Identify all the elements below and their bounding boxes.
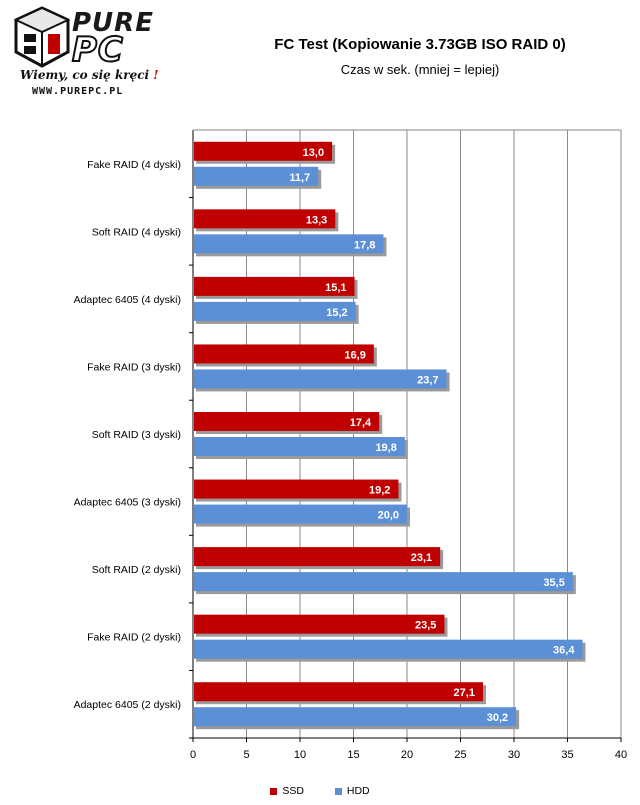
chart-legend: SSD HDD — [0, 785, 640, 798]
category-label: Soft RAID (2 dyski) — [92, 564, 181, 576]
category-label: Fake RAID (2 dyski) — [87, 632, 181, 644]
cube-logo-icon — [14, 6, 70, 68]
category-label: Adaptec 6405 (3 dyski) — [74, 497, 181, 509]
bar-hdd — [194, 301, 356, 321]
logo-slogan: Wiemy, co się kręci ! — [20, 68, 159, 82]
value-label-hdd: 17,8 — [354, 239, 375, 251]
value-label-ssd: 16,9 — [344, 349, 365, 361]
value-label-hdd: 36,4 — [553, 645, 575, 657]
bar-ssd — [194, 141, 333, 161]
logo-url: WWW.PUREPC.PL — [32, 86, 124, 97]
logo-word-pure: PURE — [72, 8, 154, 38]
value-label-hdd: 20,0 — [378, 510, 399, 522]
value-label-ssd: 15,1 — [325, 282, 346, 294]
x-tick-label: 10 — [294, 749, 306, 761]
x-tick-label: 25 — [454, 749, 466, 761]
legend-label-ssd: SSD — [282, 785, 304, 797]
value-label-ssd: 13,0 — [303, 147, 324, 159]
bar-chart: 0 5 10 15 20 25 30 35 40 Fake RAID (4 dyski) 13,0 1… — [74, 129, 627, 761]
legend-item-hdd: HDD — [334, 785, 370, 797]
x-tick-label: 35 — [561, 749, 573, 761]
category-label: Fake RAID (3 dyski) — [87, 361, 181, 373]
category-label: Soft RAID (3 dyski) — [92, 429, 181, 441]
bar-ssd — [194, 344, 374, 364]
x-tick-label: 0 — [190, 749, 196, 761]
logo-slogan-text: Wiemy, co się kręci — [20, 68, 150, 82]
category-label: Adaptec 6405 (2 dyski) — [74, 699, 181, 711]
x-tick-label: 30 — [508, 749, 520, 761]
value-label-hdd: 30,2 — [487, 712, 508, 724]
bar-ssd — [194, 276, 355, 296]
category-label: Adaptec 6405 (4 dyski) — [74, 294, 181, 306]
logo-slogan-mark: ! — [153, 68, 159, 82]
logo-word-pc: PC — [71, 29, 124, 71]
value-label-hdd: 19,8 — [375, 442, 396, 454]
bar-hdd — [194, 504, 407, 524]
chart-title: FC Test (Kopiowanie 3.73GB ISO RAID 0) — [274, 36, 566, 53]
bar-ssd — [194, 479, 399, 499]
bar-hdd — [194, 707, 517, 727]
value-label-ssd: 23,5 — [415, 620, 436, 632]
category-label: Fake RAID (4 dyski) — [87, 159, 181, 171]
purepc-logo: PURE PC Wiemy, co się kręci ! WWW.PUREPC… — [14, 6, 174, 102]
bar-ssd — [194, 209, 336, 229]
value-label-hdd: 11,7 — [289, 172, 310, 184]
bar-hdd — [194, 234, 384, 254]
bar-hdd — [194, 572, 573, 592]
bar-hdd — [194, 369, 447, 389]
x-tick-label: 40 — [615, 749, 627, 761]
value-label-hdd: 35,5 — [543, 577, 564, 589]
value-label-ssd: 23,1 — [411, 552, 432, 564]
bar-ssd — [194, 682, 483, 702]
value-label-ssd: 27,1 — [454, 687, 475, 699]
x-tick-label: 20 — [401, 749, 413, 761]
chart-subtitle: Czas w sek. (mniej = lepiej) — [340, 62, 500, 77]
legend-swatch-ssd — [270, 787, 278, 795]
x-tick-label: 15 — [347, 749, 359, 761]
value-label-hdd: 23,7 — [417, 374, 438, 386]
bar-hdd — [194, 166, 319, 186]
legend-item-ssd: SSD — [270, 785, 304, 797]
category-label: Soft RAID (4 dyski) — [92, 226, 181, 238]
bar-hdd — [194, 639, 583, 659]
x-tick-label: 5 — [243, 749, 249, 761]
value-label-hdd: 15,2 — [326, 307, 347, 319]
value-label-ssd: 13,3 — [306, 214, 327, 226]
value-label-ssd: 19,2 — [369, 485, 390, 497]
bar-ssd — [194, 547, 441, 567]
value-label-ssd: 17,4 — [350, 417, 372, 429]
bar-ssd — [194, 614, 445, 634]
legend-swatch-hdd — [334, 787, 342, 795]
legend-label-hdd: HDD — [346, 785, 370, 797]
bar-hdd — [194, 437, 405, 456]
bar-ssd — [194, 412, 380, 431]
